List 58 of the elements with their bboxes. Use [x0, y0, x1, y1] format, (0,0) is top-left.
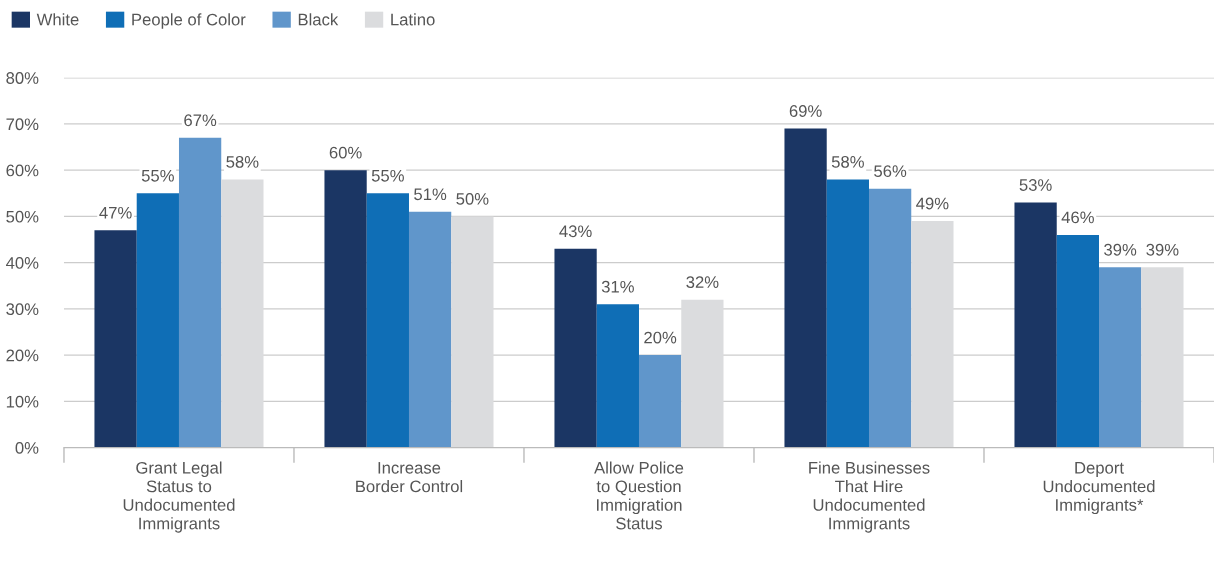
- x-tick-label: Deport Undocumented Immigrants*: [1043, 462, 1155, 515]
- data-label: 55%: [371, 169, 404, 182]
- bar: [1099, 267, 1142, 448]
- x-tick-label: Fine Businesses That Hire Undocumented Immigrants: [809, 461, 930, 533]
- data-label: 58%: [831, 155, 864, 168]
- data-label: 56%: [874, 165, 907, 178]
- legend-label: Latino: [391, 13, 435, 26]
- data-label: 51%: [414, 188, 447, 201]
- data-label: 39%: [1104, 243, 1137, 256]
- bar: [911, 221, 954, 448]
- data-label: 55%: [141, 169, 174, 182]
- bar: [596, 304, 639, 448]
- bar: [324, 170, 367, 448]
- bar: [1056, 234, 1099, 448]
- data-label: 69%: [789, 105, 822, 117]
- x-tick-label: Increase Border Control: [356, 462, 463, 493]
- data-label: 43%: [559, 225, 592, 238]
- bar: [638, 355, 682, 448]
- legend-label: People of Color: [132, 13, 246, 29]
- data-label: 31%: [601, 280, 634, 293]
- bar: [1014, 202, 1057, 448]
- data-label: 47%: [99, 206, 132, 219]
- bar: [366, 193, 409, 448]
- data-label: 46%: [1061, 211, 1094, 224]
- legend-label: White: [36, 13, 79, 26]
- x-tick-label: Allow Police to Question Immigration Status: [594, 461, 684, 530]
- y-tick-label: 80%: [6, 72, 39, 84]
- data-label: 58%: [226, 155, 259, 168]
- data-label: 53%: [1019, 179, 1052, 191]
- bar: [451, 216, 494, 448]
- data-label: 49%: [916, 197, 949, 210]
- bar: [1141, 267, 1184, 448]
- bar: [94, 230, 137, 448]
- bar: [681, 299, 724, 448]
- data-label: 39%: [1146, 243, 1179, 256]
- data-label: 32%: [686, 276, 719, 288]
- bar: [554, 248, 597, 448]
- y-tick-label: 60%: [6, 164, 39, 177]
- y-tick-label: 0%: [15, 441, 39, 454]
- bar: [868, 188, 912, 448]
- bar: [136, 193, 179, 448]
- data-label: 50%: [456, 192, 489, 205]
- bar: [221, 179, 264, 448]
- data-label: 20%: [644, 331, 677, 344]
- x-tick-label: Grant Legal Status to Undocumented Immigrants: [123, 461, 235, 533]
- bar: [784, 128, 827, 448]
- y-tick-label: 40%: [6, 257, 39, 269]
- bar: [178, 137, 222, 448]
- data-label: 67%: [184, 114, 217, 127]
- y-tick-label: 10%: [6, 395, 39, 408]
- bar: [408, 211, 452, 448]
- bar: [826, 179, 869, 448]
- y-tick-label: 30%: [6, 303, 39, 316]
- y-tick-label: 20%: [6, 349, 39, 362]
- data-label: 60%: [329, 146, 362, 159]
- y-tick-label: 70%: [6, 118, 39, 131]
- y-tick-label: 50%: [6, 210, 39, 223]
- legend-label: Black: [298, 13, 339, 26]
